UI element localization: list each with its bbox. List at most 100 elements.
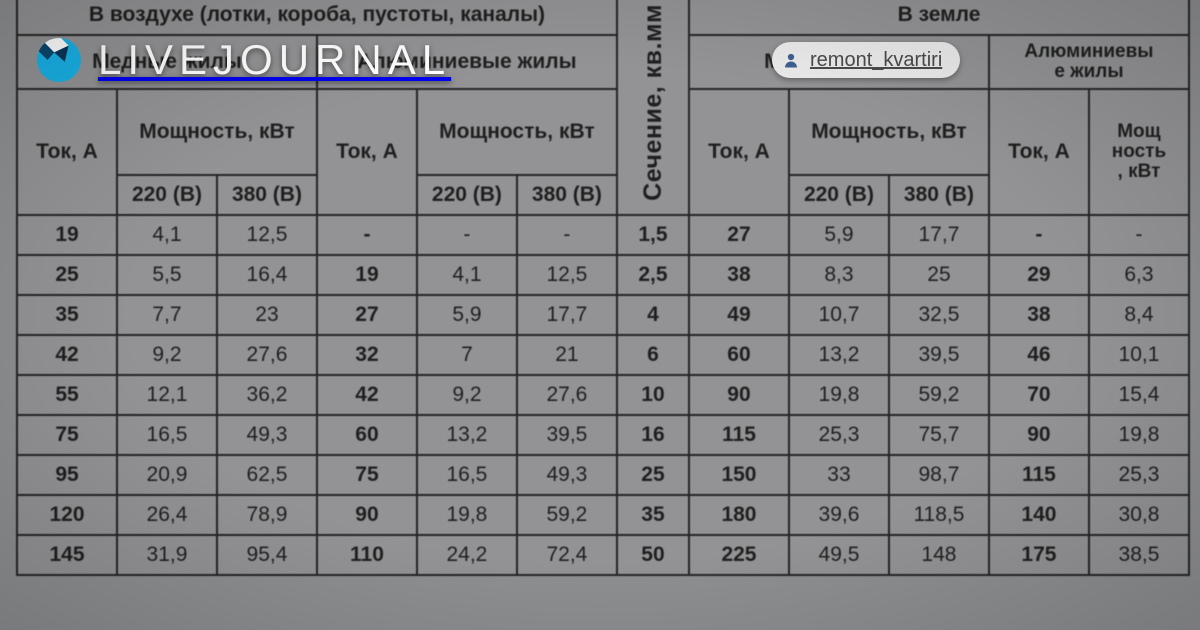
cell: 42 — [317, 375, 417, 415]
stage: В воздухе (лотки, короба, пустоты, канал… — [0, 0, 1200, 630]
cell: 140 — [989, 495, 1089, 535]
hdr-air-cu-220: 220 (В) — [117, 175, 217, 215]
cell: 39,5 — [517, 415, 617, 455]
cell: 17,7 — [889, 215, 989, 255]
cell: 42 — [17, 335, 117, 375]
cell: 12,5 — [517, 255, 617, 295]
cell: 31,9 — [117, 535, 217, 575]
hdr-section: Сечение, кв.мм — [617, 0, 689, 215]
author-chip[interactable]: remont_kvartiri — [772, 42, 960, 78]
cell: 16,4 — [217, 255, 317, 295]
cell: 36,2 — [217, 375, 317, 415]
cell: - — [517, 215, 617, 255]
cell: 7,7 — [117, 295, 217, 335]
table-row: 194,112,5---1,5275,917,7-- — [17, 215, 1189, 255]
cell: 55 — [17, 375, 117, 415]
cell: 95 — [17, 455, 117, 495]
cell: 225 — [689, 535, 789, 575]
cell: 60 — [317, 415, 417, 455]
cell: 150 — [689, 455, 789, 495]
hdr-section-label: Сечение, кв.мм — [640, 4, 666, 201]
cell: 19,8 — [417, 495, 517, 535]
cell: 38,5 — [1089, 535, 1189, 575]
cell: 9,2 — [117, 335, 217, 375]
cell: 95,4 — [217, 535, 317, 575]
user-icon — [782, 51, 800, 69]
cell: 59,2 — [889, 375, 989, 415]
cell: 21 — [517, 335, 617, 375]
author-handle: remont_kvartiri — [810, 49, 942, 72]
cell: 180 — [689, 495, 789, 535]
hdr-gnd-cu-current: Ток, А — [689, 89, 789, 215]
cell: 15,4 — [1089, 375, 1189, 415]
cell: 39,5 — [889, 335, 989, 375]
hdr-air-cu-power: Мощность, кВт — [117, 89, 317, 175]
cell-section: 50 — [617, 535, 689, 575]
cell: 46 — [989, 335, 1089, 375]
cell: - — [1089, 215, 1189, 255]
cable-table-wrapper: В воздухе (лотки, короба, пустоты, канал… — [16, 0, 1190, 576]
cell: 5,5 — [117, 255, 217, 295]
cell: 33 — [789, 455, 889, 495]
cell: 25,3 — [789, 415, 889, 455]
cell: 115 — [989, 455, 1089, 495]
cell: 7 — [417, 335, 517, 375]
cell: 25 — [17, 255, 117, 295]
hdr-air-al-power: Мощность, кВт — [417, 89, 617, 175]
cell-section: 10 — [617, 375, 689, 415]
cell: 27,6 — [217, 335, 317, 375]
cell: 148 — [889, 535, 989, 575]
cell: 4,1 — [117, 215, 217, 255]
cell: 10,7 — [789, 295, 889, 335]
cell: 5,9 — [789, 215, 889, 255]
livejournal-logo-link[interactable]: LIVEJOURNAL — [36, 36, 451, 84]
cell: 175 — [989, 535, 1089, 575]
cell: 12,5 — [217, 215, 317, 255]
cell: 16,5 — [417, 455, 517, 495]
cell: 19,8 — [1089, 415, 1189, 455]
table-row: 357,723275,917,744910,732,5388,4 — [17, 295, 1189, 335]
cell: 118,5 — [889, 495, 989, 535]
cell-section: 16 — [617, 415, 689, 455]
cell: 10,1 — [1089, 335, 1189, 375]
hdr-gnd-cu-power: Мощность, кВт — [789, 89, 989, 175]
cell: 49,3 — [517, 455, 617, 495]
cell: 59,2 — [517, 495, 617, 535]
cell: 16,5 — [117, 415, 217, 455]
hdr-air-al-220: 220 (В) — [417, 175, 517, 215]
cell: 60 — [689, 335, 789, 375]
pencil-icon — [36, 37, 82, 83]
brand-text: LIVEJOURNAL — [98, 36, 451, 84]
cell: 6,3 — [1089, 255, 1189, 295]
cell: 20,9 — [117, 455, 217, 495]
hdr-air-al-380: 380 (В) — [517, 175, 617, 215]
cell: 9,2 — [417, 375, 517, 415]
hdr-gnd-cu-220: 220 (В) — [789, 175, 889, 215]
table-row: 14531,995,411024,272,45022549,514817538,… — [17, 535, 1189, 575]
cell: 75,7 — [889, 415, 989, 455]
cell-section: 2,5 — [617, 255, 689, 295]
cell: 72,4 — [517, 535, 617, 575]
table-head: В воздухе (лотки, короба, пустоты, канал… — [17, 0, 1189, 215]
hdr-air-al-current: Ток, А — [317, 89, 417, 215]
cell: 17,7 — [517, 295, 617, 335]
cell-section: 1,5 — [617, 215, 689, 255]
hdr-ground: В земле — [689, 0, 1189, 35]
hdr-air: В воздухе (лотки, короба, пустоты, канал… — [17, 0, 617, 35]
cell: 98,7 — [889, 455, 989, 495]
cell: 27 — [689, 215, 789, 255]
cell: 23 — [217, 295, 317, 335]
cable-table: В воздухе (лотки, короба, пустоты, канал… — [16, 0, 1190, 576]
cell: - — [989, 215, 1089, 255]
cell: 78,9 — [217, 495, 317, 535]
cell-section: 35 — [617, 495, 689, 535]
cell: 115 — [689, 415, 789, 455]
cell-section: 4 — [617, 295, 689, 335]
cell: 4,1 — [417, 255, 517, 295]
cell: 90 — [989, 415, 1089, 455]
cell: 13,2 — [789, 335, 889, 375]
cell: 39,6 — [789, 495, 889, 535]
hdr-gnd-cu-380: 380 (В) — [889, 175, 989, 215]
cell: 75 — [317, 455, 417, 495]
cell: 32 — [317, 335, 417, 375]
